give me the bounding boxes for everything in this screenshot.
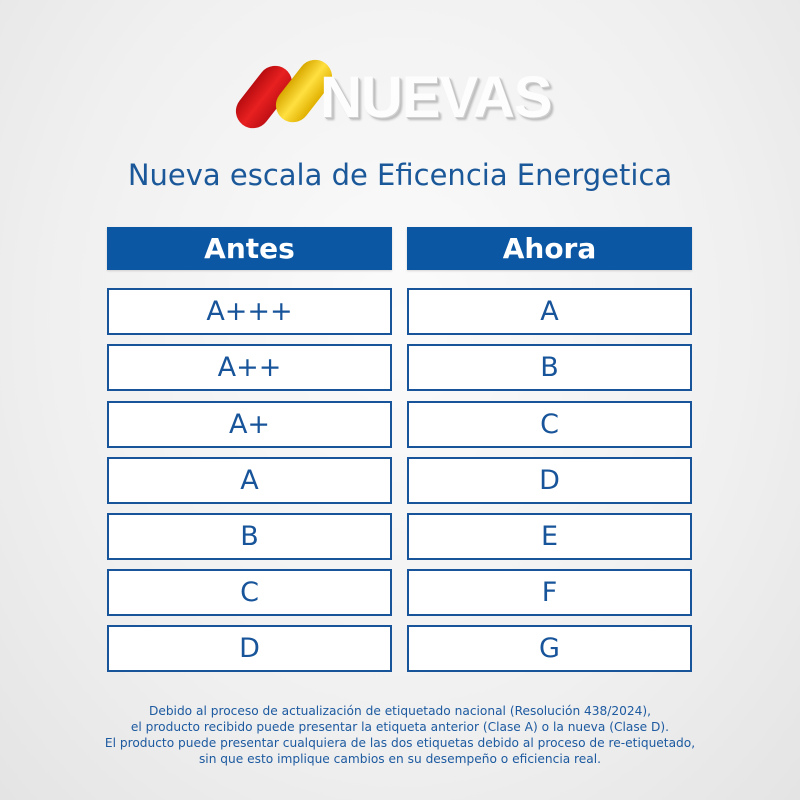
cell-ahora: A xyxy=(407,288,692,335)
column-ahora: Ahora A B C D E F G xyxy=(407,227,692,672)
cell-ahora: D xyxy=(407,457,692,504)
cell-antes: A++ xyxy=(107,344,392,391)
cell-antes: A xyxy=(107,457,392,504)
page-title: Nueva escala de Eficencia Energetica xyxy=(127,158,673,192)
cell-ahora: B xyxy=(407,344,692,391)
header-antes: Antes xyxy=(107,227,392,270)
cell-antes: C xyxy=(107,569,392,616)
logo-text: NUEVAS xyxy=(320,65,552,130)
header-ahora: Ahora xyxy=(407,227,692,270)
cell-ahora: C xyxy=(407,401,692,448)
cell-antes: B xyxy=(107,513,392,560)
cell-ahora: F xyxy=(407,569,692,616)
footer-line: sin que esto implique cambios en su dese… xyxy=(198,752,602,766)
cell-antes: D xyxy=(107,625,392,672)
footer-line: el producto recibido puede presentar la … xyxy=(130,720,670,734)
cell-antes: A+ xyxy=(107,401,392,448)
footer-line: Debido al proceso de actualización de et… xyxy=(148,704,652,718)
cell-ahora: E xyxy=(407,513,692,560)
footer-line: El producto puede presentar cualquiera d… xyxy=(104,736,696,750)
cell-ahora: G xyxy=(407,625,692,672)
nuevas-logo: NUEVAS xyxy=(225,52,575,136)
column-antes: Antes A+++ A++ A+ A B C D xyxy=(107,227,392,672)
cell-antes: A+++ xyxy=(107,288,392,335)
footer-note: Debido al proceso de actualización de et… xyxy=(0,703,800,767)
